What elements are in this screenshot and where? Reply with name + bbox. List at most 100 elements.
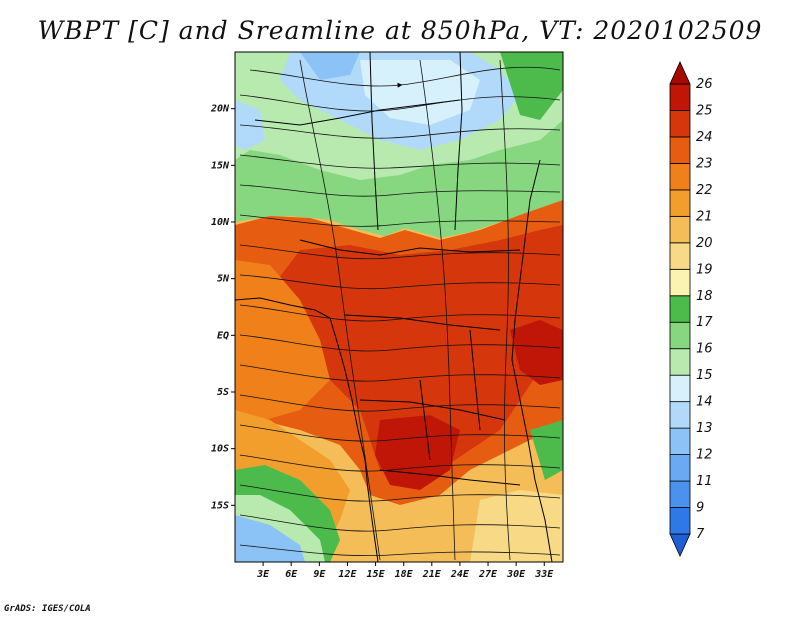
colorbar-swatch	[669, 454, 691, 482]
grads-credit: GrADS: IGES/COLA	[4, 604, 91, 614]
lon-tick-label: 33E	[534, 569, 554, 580]
lat-tick-label: 5N	[217, 274, 230, 285]
lon-tick-label: 30E	[506, 569, 526, 580]
colorbar-label: 19	[696, 262, 713, 277]
east-boundary-line	[511, 159, 553, 562]
west-coastline	[235, 297, 379, 562]
colorbar-label: 18	[696, 289, 713, 304]
colorbar-swatch	[669, 83, 691, 111]
colorbar-label: 21	[696, 209, 713, 224]
lat-tick-label: 20N	[210, 104, 230, 115]
colorbar-swatch	[669, 110, 691, 138]
field-region-19	[470, 490, 563, 562]
colorbar-swatch	[669, 189, 691, 217]
streamline	[239, 394, 561, 412]
border-line-i	[469, 329, 481, 431]
lon-tick-label: 12E	[338, 569, 357, 580]
streamline	[239, 124, 561, 139]
colorbar-label: 12	[696, 448, 713, 463]
colorbar-label: 17	[696, 315, 713, 330]
streamline	[239, 244, 561, 260]
streamline	[299, 59, 381, 561]
border-line-d	[299, 239, 521, 256]
colorbar-label: 22	[696, 183, 713, 198]
lon-tick-label: 27E	[478, 569, 498, 580]
lon-tick-label: 3E	[256, 569, 270, 580]
streamline	[239, 544, 561, 557]
colorbar-swatch	[669, 136, 691, 164]
colorbar-lower-triangle	[669, 533, 691, 557]
field-region-25b	[510, 320, 563, 385]
colorbar-label: 26	[696, 77, 713, 92]
streamline	[499, 59, 511, 561]
field-region-18c	[530, 420, 563, 480]
streamline	[419, 59, 456, 561]
streamline	[239, 154, 561, 169]
colorbar-label: 16	[696, 342, 713, 357]
axis-ticks: 3E 6E 9E 12E 15E 18E 21E 24E 27E 30E 33E 20N 15N 10N 5…	[210, 104, 554, 580]
colorbar-swatch	[669, 321, 691, 350]
colorbar-swatch	[669, 348, 691, 376]
colorbar-label: 23	[696, 156, 713, 171]
streamline	[239, 304, 561, 322]
streamline	[239, 424, 561, 442]
lat-tick-label: 5S	[217, 387, 229, 398]
streamline	[239, 514, 561, 532]
streamline	[239, 364, 561, 382]
streamline	[239, 334, 561, 352]
colorbar-label: 25	[696, 103, 713, 118]
border-line-a	[254, 99, 461, 126]
lon-tick-label: 24E	[450, 569, 470, 580]
field-region-18	[500, 52, 563, 120]
map-title: WBPT [C] and Sreamline at 850hPa, VT: 20…	[37, 16, 763, 45]
colorbar-swatch	[669, 374, 691, 403]
border-line-g	[379, 469, 521, 486]
colorbar-upper-triangle	[669, 61, 691, 85]
lat-tick-label: 10N	[211, 217, 230, 228]
coastlines	[235, 52, 553, 562]
colorbar-swatch	[669, 401, 691, 429]
lon-tick-label: 15E	[367, 569, 386, 580]
colorbar-label: 11	[696, 474, 713, 489]
border-line-e	[344, 314, 501, 331]
colorbar-swatch	[669, 295, 691, 323]
colorbar-label: 9	[696, 501, 704, 516]
lon-tick-label: 6E	[285, 569, 298, 580]
colorbar-label: 24	[696, 130, 713, 145]
wbpt-field	[235, 52, 563, 562]
streamline	[239, 94, 561, 112]
lat-tick-label: 10S	[211, 444, 229, 455]
streamline	[239, 484, 561, 502]
colorbar: 7 9 11 12 13 14 15 16 17 18 19 20 21 22 23 24 25 26	[669, 61, 713, 557]
colorbar-swatch	[669, 480, 691, 508]
colorbar-label: 20	[696, 236, 713, 251]
border-line-h	[419, 379, 431, 461]
border-line-c	[454, 52, 463, 231]
colorbar-swatch	[669, 215, 691, 244]
lat-tick-label: 15N	[211, 160, 230, 171]
streamlines	[239, 59, 561, 561]
colorbar-label: 13	[696, 421, 713, 436]
colorbar-swatch	[669, 507, 691, 535]
map-frame	[234, 51, 564, 563]
colorbar-swatch	[669, 163, 691, 191]
colorbar-swatch	[669, 427, 691, 455]
streamline	[239, 274, 561, 290]
lat-tick-label: 15S	[211, 500, 229, 511]
field-region-22	[235, 260, 330, 420]
colorbar-label: 15	[696, 368, 713, 383]
colorbar-label: 7	[696, 527, 705, 542]
field-region-14b	[235, 100, 265, 150]
streamline	[249, 66, 561, 88]
colorbar-swatch	[669, 242, 691, 270]
lat-tick-label: EQ	[217, 330, 229, 341]
field-region-13	[300, 52, 360, 80]
colorbar-swatch	[669, 268, 691, 297]
streamline	[239, 184, 561, 197]
streamline	[239, 214, 561, 227]
colorbar-label: 14	[696, 395, 713, 410]
lon-tick-label: 9E	[313, 569, 326, 580]
lon-tick-label: 18E	[395, 569, 414, 580]
streamline	[239, 454, 561, 472]
